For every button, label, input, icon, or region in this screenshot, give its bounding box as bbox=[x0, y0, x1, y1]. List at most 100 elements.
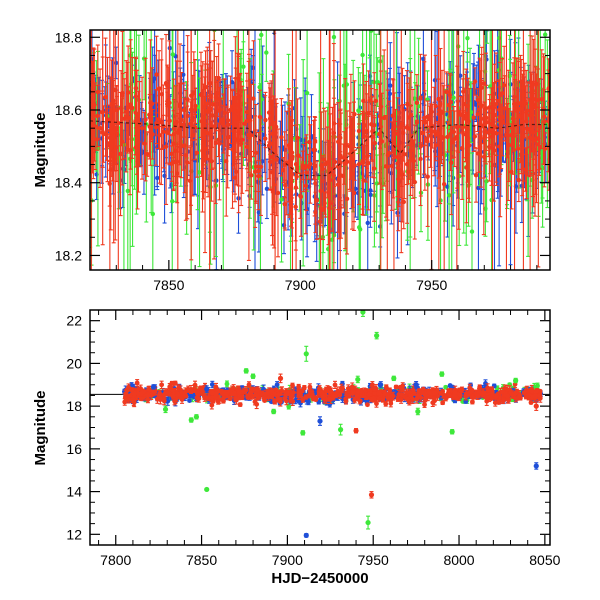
top-red-point-marker bbox=[120, 93, 125, 98]
top-red-point bbox=[412, 124, 417, 240]
top-red-point bbox=[386, 100, 392, 206]
top-red-point bbox=[506, 69, 511, 202]
top-blue-point bbox=[113, 46, 119, 80]
top-red-point bbox=[116, 30, 121, 270]
top-red-point-marker bbox=[521, 134, 526, 139]
top-red-point-marker bbox=[194, 150, 200, 156]
top-red-point bbox=[409, 134, 415, 187]
top-green-point-marker bbox=[356, 108, 361, 113]
top-red-point-marker bbox=[414, 120, 420, 125]
top-green-point-marker bbox=[197, 170, 202, 175]
top-blue-point-marker bbox=[432, 77, 438, 83]
top-red-point-marker bbox=[360, 160, 365, 166]
top-red-point-marker bbox=[267, 159, 273, 164]
top-blue-point-marker bbox=[387, 91, 393, 96]
top-red-point-marker bbox=[537, 124, 542, 130]
top-red-point-marker bbox=[107, 181, 112, 186]
top-red-point bbox=[327, 30, 333, 270]
top-red-point bbox=[500, 57, 505, 129]
top-red-point-marker bbox=[386, 151, 392, 156]
top-red-point bbox=[539, 49, 544, 150]
top-blue-point bbox=[387, 67, 393, 120]
top-red-point-marker bbox=[381, 115, 387, 121]
top-red-point-marker bbox=[475, 97, 480, 103]
top-red-point bbox=[364, 80, 369, 183]
top-red-point bbox=[192, 59, 198, 161]
top-blue-point-marker bbox=[155, 175, 160, 181]
top-red-point bbox=[525, 81, 530, 177]
top-red-point bbox=[312, 119, 318, 181]
top-red-point bbox=[298, 172, 303, 219]
top-red-point bbox=[177, 43, 183, 166]
top-red-point-marker bbox=[407, 126, 412, 131]
top-red-point-marker bbox=[447, 92, 453, 98]
top-red-point bbox=[328, 128, 334, 210]
top-red-point-marker bbox=[356, 128, 362, 134]
top-red-point-marker bbox=[281, 167, 286, 173]
top-red-point-marker bbox=[356, 162, 362, 167]
top-red-point-marker bbox=[361, 134, 367, 139]
top-red-point bbox=[295, 98, 300, 178]
top-red-point bbox=[139, 76, 145, 180]
top-red-point-marker bbox=[491, 105, 496, 110]
top-red-point bbox=[256, 160, 261, 193]
top-blue-point-marker bbox=[365, 220, 370, 226]
top-red-point-marker bbox=[228, 107, 233, 113]
top-red-point bbox=[472, 67, 478, 96]
top-red-point-marker bbox=[271, 182, 277, 187]
top-red-point-marker bbox=[425, 139, 430, 144]
top-red-point-marker bbox=[343, 161, 348, 166]
top-green-point-marker bbox=[377, 59, 383, 64]
top-green-point bbox=[465, 30, 470, 63]
top-red-point-marker bbox=[256, 173, 261, 179]
top-red-point bbox=[331, 42, 337, 270]
top-red-point-marker bbox=[116, 120, 121, 126]
top-red-point-marker bbox=[472, 134, 478, 139]
top-red-point-marker bbox=[445, 134, 450, 140]
top-red-point-marker bbox=[251, 96, 256, 101]
top-red-point-marker bbox=[328, 166, 334, 172]
top-red-point bbox=[527, 82, 533, 148]
top-green-point-marker bbox=[367, 14, 371, 18]
top-red-point bbox=[97, 68, 103, 188]
top-red-point-marker bbox=[118, 151, 123, 157]
top-red-point bbox=[422, 90, 427, 147]
top-red-point bbox=[472, 124, 478, 149]
top-red-point-marker bbox=[455, 124, 460, 129]
top-red-point bbox=[120, 30, 125, 161]
top-red-point-marker bbox=[173, 148, 178, 153]
top-red-point-marker bbox=[175, 129, 181, 135]
top-red-point-marker bbox=[312, 147, 318, 153]
top-red-point bbox=[252, 115, 258, 229]
top-red-point-marker bbox=[295, 135, 300, 141]
top-red-point bbox=[169, 145, 174, 182]
top-red-point-marker bbox=[525, 126, 530, 132]
top-red-point-marker bbox=[349, 171, 355, 176]
top-red-point-marker bbox=[505, 128, 510, 133]
top-red-point bbox=[473, 147, 479, 203]
top-red-point bbox=[251, 40, 256, 157]
top-red-point bbox=[263, 91, 268, 149]
top-red-point bbox=[211, 30, 217, 260]
top-red-point bbox=[502, 75, 508, 142]
top-red-point-marker bbox=[412, 179, 417, 185]
top-green-point bbox=[485, 30, 490, 44]
top-red-point-marker bbox=[205, 101, 210, 106]
top-red-point bbox=[94, 127, 100, 151]
top-red-point bbox=[378, 70, 384, 143]
top-red-point-marker bbox=[307, 139, 312, 145]
top-blue-point-marker bbox=[113, 60, 119, 66]
top-red-point-marker bbox=[252, 169, 258, 174]
top-green-point-marker bbox=[170, 199, 175, 204]
top-red-point-marker bbox=[475, 151, 481, 156]
top-red-point bbox=[471, 83, 476, 152]
top-red-point-marker bbox=[94, 137, 100, 142]
top-green-point-marker bbox=[259, 32, 264, 38]
top-red-point bbox=[175, 30, 181, 270]
top-red-point-marker bbox=[202, 104, 207, 110]
top-red-point-marker bbox=[231, 132, 237, 137]
top-red-point bbox=[220, 104, 225, 135]
top-blue-point-marker bbox=[368, 192, 373, 198]
top-red-point-marker bbox=[142, 141, 147, 146]
